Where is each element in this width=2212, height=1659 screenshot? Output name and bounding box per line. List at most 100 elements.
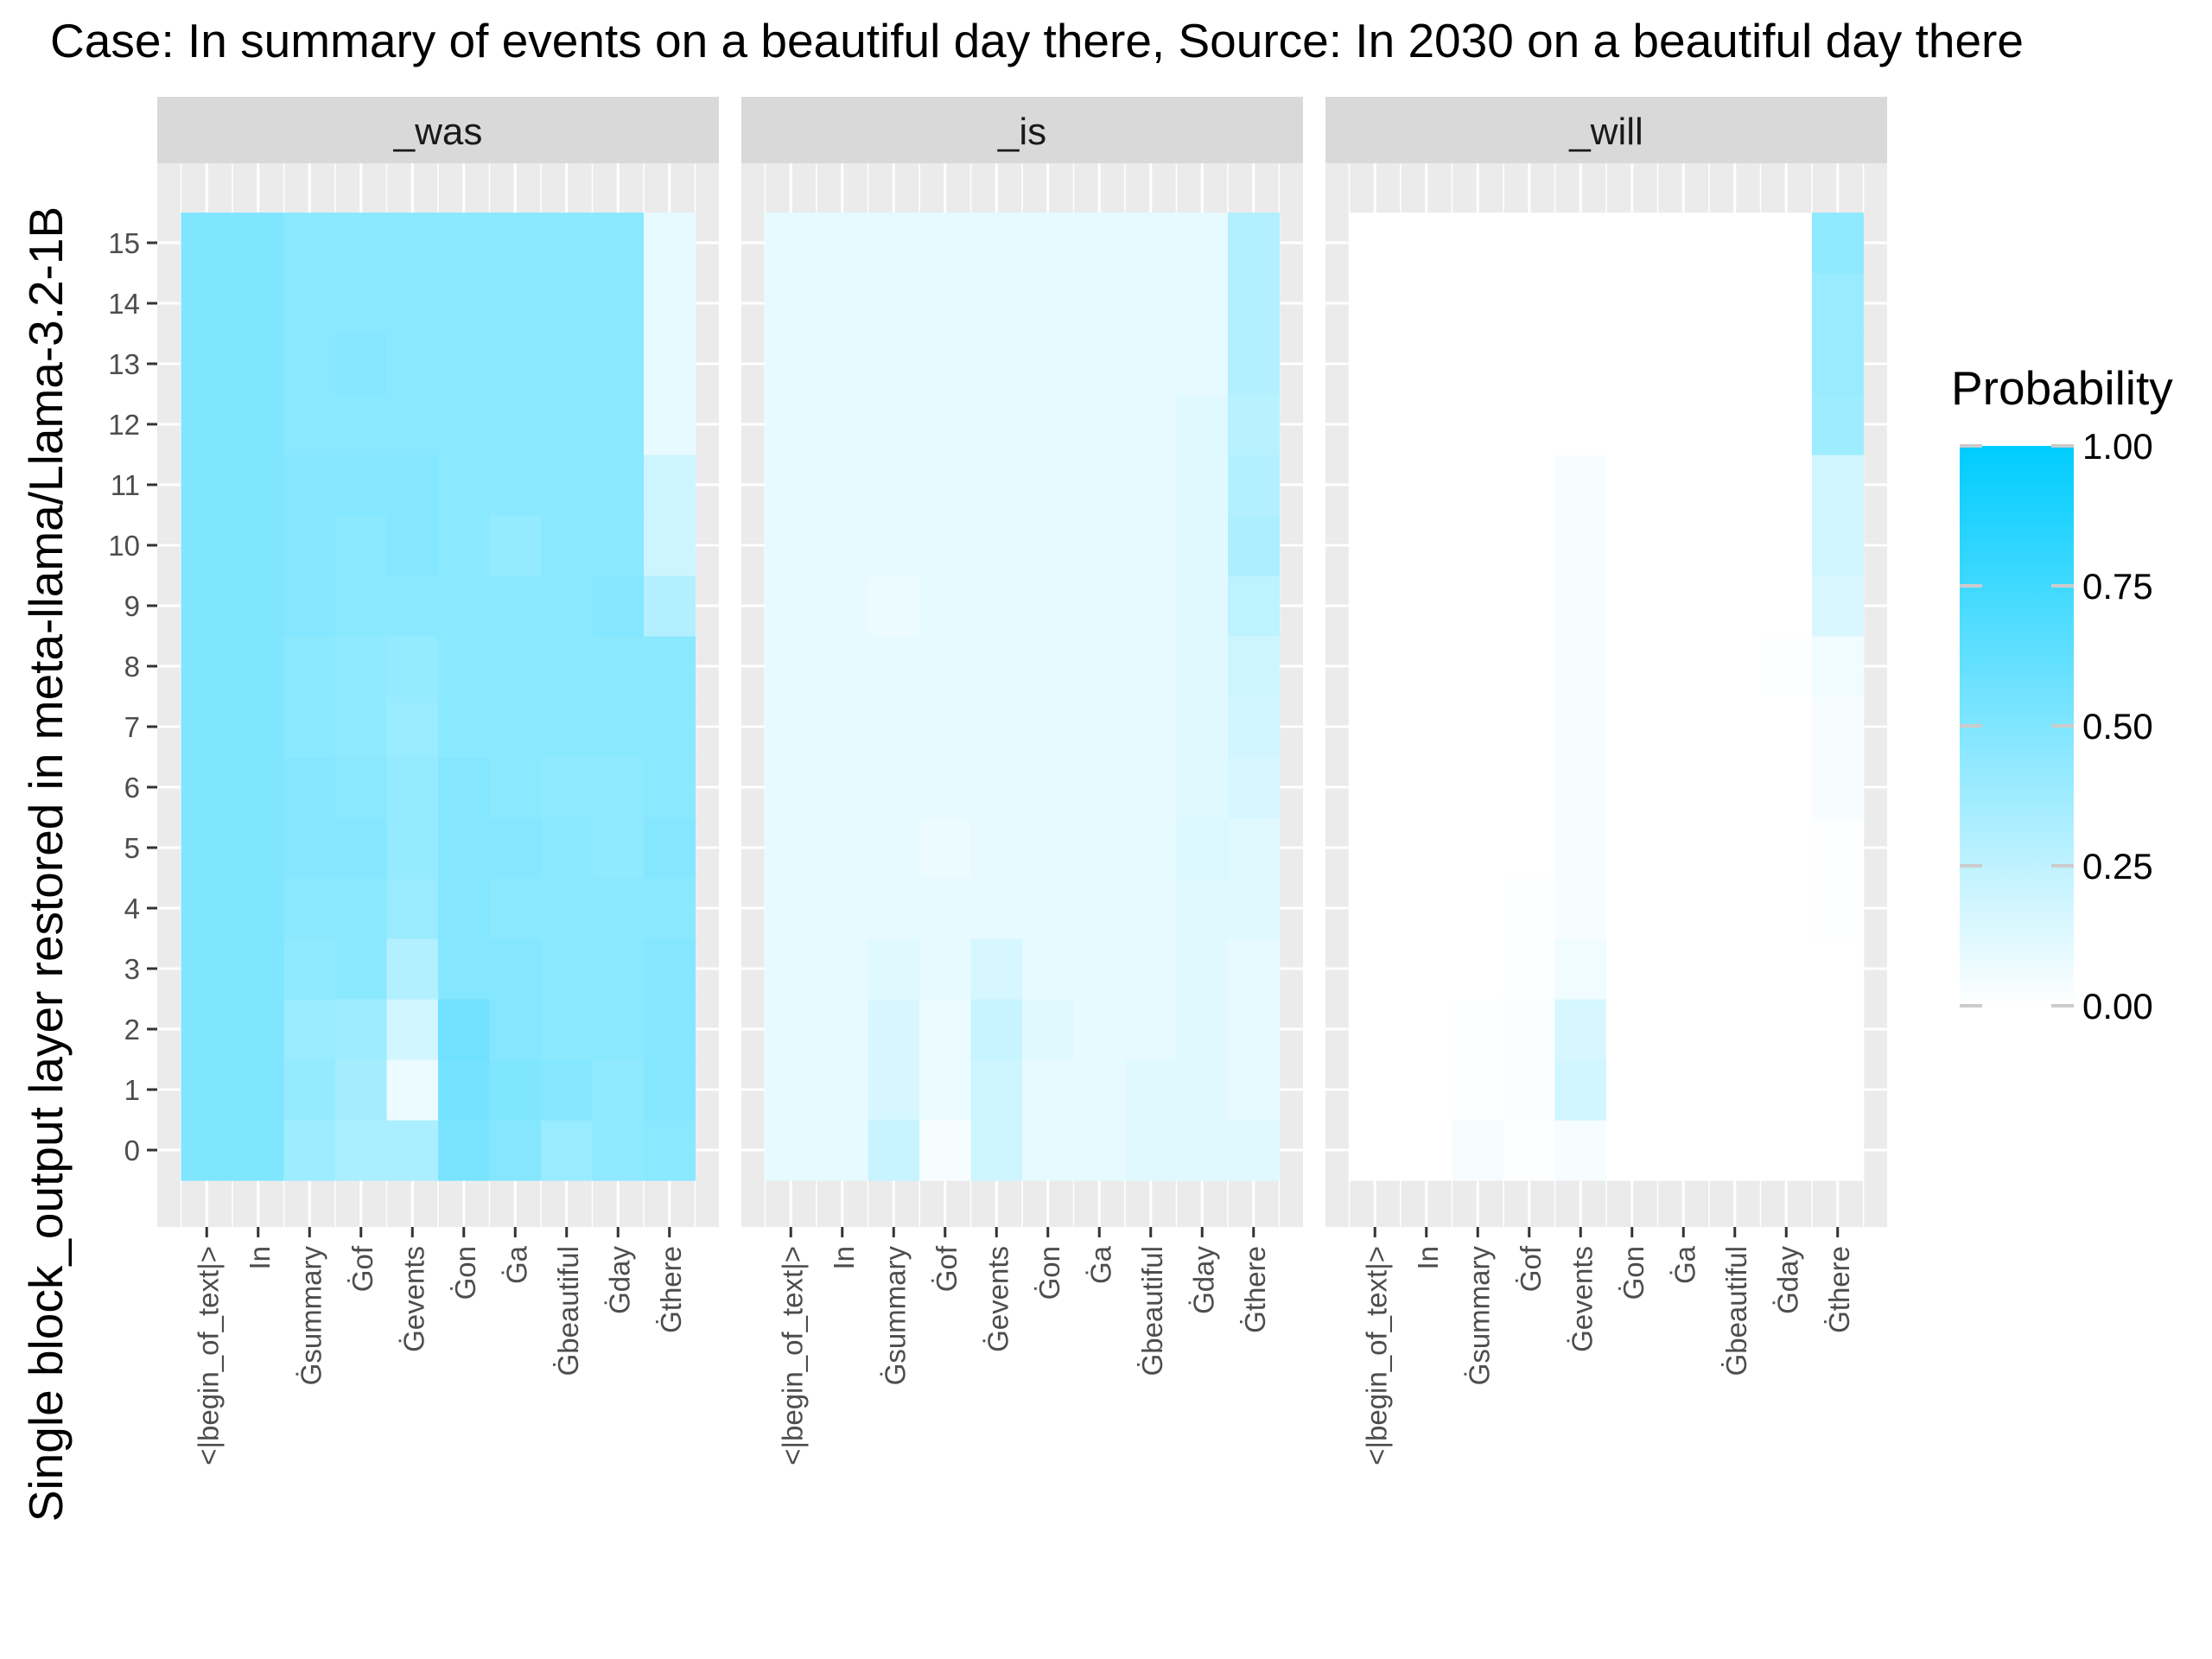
heatmap-cell — [489, 515, 542, 576]
heatmap-cell — [181, 394, 233, 455]
heatmap-cell — [1503, 878, 1556, 939]
heatmap-cell — [1022, 213, 1075, 274]
x-tick-label: Ġa — [500, 1245, 532, 1284]
heatmap-cell — [1503, 515, 1556, 576]
heatmap-cell — [335, 334, 388, 395]
heatmap-cell — [970, 999, 1023, 1060]
heatmap-cell — [386, 817, 439, 879]
heatmap-cell — [1176, 394, 1229, 455]
heatmap-cell — [1125, 636, 1178, 697]
heatmap-cell — [919, 334, 972, 395]
heatmap-cell — [1176, 454, 1229, 516]
heatmap-cell — [232, 273, 285, 334]
heatmap-cell — [1022, 757, 1075, 818]
heatmap-cell — [1812, 575, 1865, 637]
heatmap-cell — [1452, 757, 1504, 818]
heatmap-cell — [489, 696, 542, 758]
heatmap-cell — [970, 1059, 1023, 1121]
heatmap-cell — [970, 515, 1023, 576]
heatmap-cell — [1401, 1059, 1453, 1121]
heatmap-cell — [181, 636, 233, 697]
heatmap-cell — [970, 273, 1023, 334]
heatmap-cell — [283, 878, 336, 939]
heatmap-cell — [1073, 273, 1126, 334]
heatmap-cell — [592, 696, 645, 758]
heatmap-cell — [1709, 1059, 1762, 1121]
heatmap-cell — [283, 938, 336, 1000]
heatmap-cell — [868, 938, 920, 1000]
heatmap-cell — [817, 999, 869, 1060]
heatmap-cell — [970, 636, 1023, 697]
heatmap-cell — [1452, 999, 1504, 1060]
heatmap-cell — [232, 878, 285, 939]
heatmap-cell — [1349, 817, 1402, 879]
heatmap-cell — [232, 938, 285, 1000]
heatmap-cell — [489, 1059, 542, 1121]
heatmap-cell — [438, 938, 491, 1000]
heatmap-cell — [765, 938, 817, 1000]
heatmap-cell — [765, 394, 817, 455]
heatmap-cell — [541, 817, 594, 879]
heatmap-cell — [489, 757, 542, 818]
heatmap-cell — [541, 878, 594, 939]
x-tick-label: Ġa — [1084, 1245, 1116, 1284]
heatmap-cell — [1401, 454, 1453, 516]
heatmap-cell — [1228, 454, 1281, 516]
heatmap-cell — [1606, 575, 1659, 637]
heatmap-cell — [1349, 515, 1402, 576]
heatmap-cell — [868, 575, 920, 637]
heatmap-cell — [1401, 334, 1453, 395]
heatmap-cell — [1401, 878, 1453, 939]
facet-panels: _was <|begin_of_text|> In Ġsummary Ġof Ġevent… — [108, 97, 1887, 1465]
x-tick-label: Ġsummary — [1463, 1246, 1495, 1386]
heatmap-cell — [335, 454, 388, 516]
heatmap-cell — [592, 817, 645, 879]
heatmap-cell — [1452, 1120, 1504, 1181]
heatmap-cell — [283, 817, 336, 879]
heatmap-cell — [438, 757, 491, 818]
heatmap-cell — [386, 999, 439, 1060]
heatmap-cell — [765, 454, 817, 516]
heatmap-cell — [1709, 334, 1762, 395]
heatmap-cell — [1349, 878, 1402, 939]
heatmap-cell — [1401, 213, 1453, 274]
heatmap-cell — [1760, 575, 1813, 637]
heatmap-cell — [1812, 1120, 1865, 1181]
heatmap-cell — [1709, 213, 1762, 274]
heatmap-cell — [541, 454, 594, 516]
x-tick-label: Ġof — [1515, 1245, 1547, 1292]
x-tick-label: Ġbeautiful — [552, 1246, 584, 1376]
heatmap-cell — [181, 334, 233, 395]
heatmap-cell — [283, 454, 336, 516]
heatmap-cell — [541, 515, 594, 576]
heatmap-cell — [181, 757, 233, 818]
heatmap-cell — [438, 213, 491, 274]
heatmap-cell — [1452, 1059, 1504, 1121]
heatmap-cell — [765, 636, 817, 697]
heatmap-cells — [1349, 213, 1865, 1181]
heatmap-cell — [1554, 394, 1607, 455]
x-tick-label: Ġa — [1669, 1245, 1700, 1284]
heatmap-cell — [335, 213, 388, 274]
heatmap-cell — [1125, 938, 1178, 1000]
heatmap-cell — [1760, 1120, 1813, 1181]
heatmap-cell — [1554, 696, 1607, 758]
heatmap-cell — [541, 938, 594, 1000]
heatmap-cell — [1657, 575, 1710, 637]
heatmap-cell — [1073, 394, 1126, 455]
heatmap-cell — [283, 757, 336, 818]
heatmap-cell — [386, 213, 439, 274]
heatmap-cell — [232, 696, 285, 758]
heatmap-cell — [1022, 636, 1075, 697]
heatmap-cell — [1554, 575, 1607, 637]
heatmap-cell — [1554, 938, 1607, 1000]
heatmap-cell — [1176, 696, 1229, 758]
heatmap-cell — [1401, 696, 1453, 758]
heatmap-cell — [489, 273, 542, 334]
x-tick-labels: <|begin_of_text|> In Ġsummary Ġof Ġevents Ġon… — [1360, 1227, 1855, 1465]
heatmap-cell — [1176, 575, 1229, 637]
heatmap-cell — [1176, 1120, 1229, 1181]
heatmap-cell — [181, 454, 233, 516]
heatmap-cell — [181, 696, 233, 758]
